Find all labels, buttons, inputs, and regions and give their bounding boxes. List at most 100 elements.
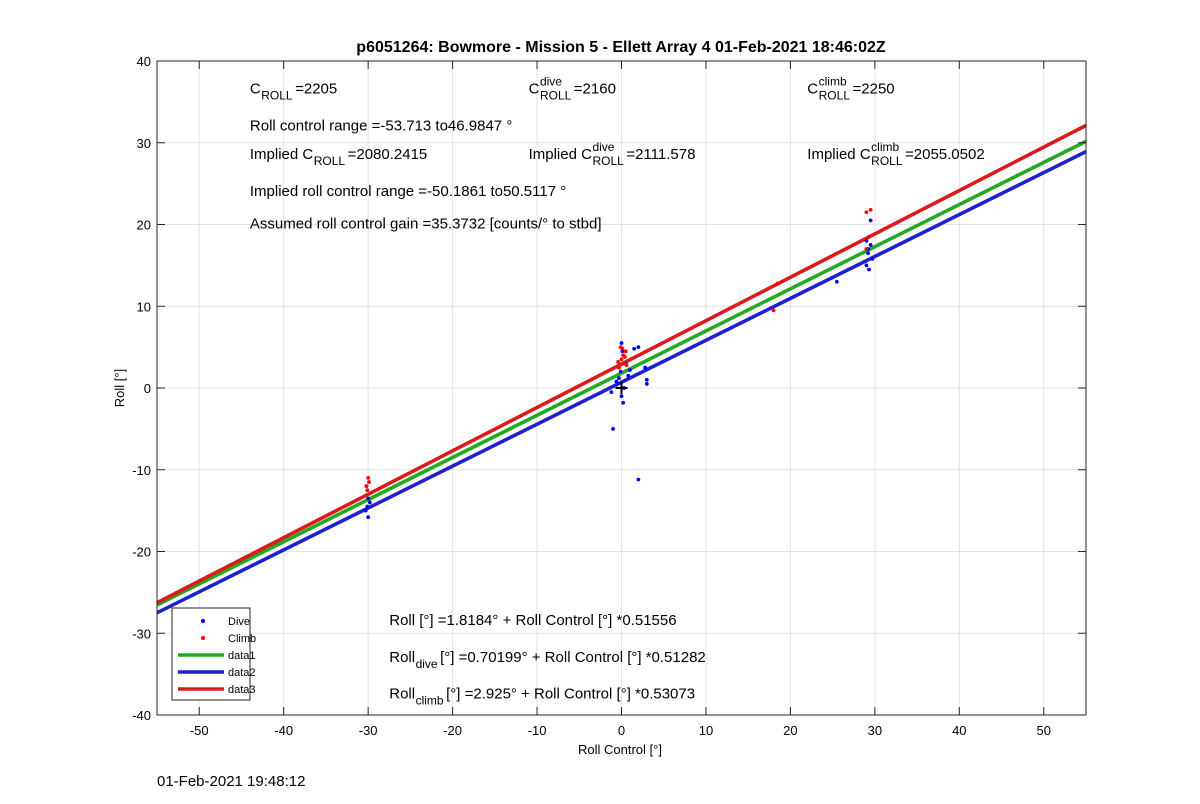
annotation-text-tail: =2160 (574, 81, 616, 98)
point-dive (363, 508, 368, 513)
tick-labels: -50 -40 -30 -20 -10 0 10 20 30 40 50 -40 -30 -20 -10 0 1… (132, 54, 1051, 738)
x-tick-label: -10 (528, 723, 547, 738)
annotation-text: C (529, 81, 540, 98)
legend-marker-climb (201, 636, 205, 640)
point-climb (864, 210, 869, 215)
point-dive (609, 390, 614, 394)
annotation-text: C (250, 81, 261, 98)
point-dive (868, 243, 873, 247)
point-climb (620, 346, 625, 351)
point-dive (621, 400, 626, 405)
annotation-text-tail: =2205 (295, 81, 337, 98)
y-tick-label: 0 (144, 381, 151, 396)
annotation-subscript: ROLL (871, 154, 903, 168)
point-climb (864, 247, 869, 251)
annotation-text: Roll [°] =1.8184° + Roll Control [°] *0.… (389, 612, 676, 629)
x-tick-label: -20 (443, 723, 462, 738)
annotation-subscript: ROLL (314, 154, 346, 168)
point-climb (867, 234, 871, 239)
annotation-text: Implied C (529, 146, 593, 163)
legend-label: Dive (228, 616, 250, 628)
x-tick-label: -30 (359, 723, 378, 738)
annotation-text-tail: =2080.2415 (348, 146, 428, 163)
point-climb (619, 357, 624, 362)
annotation-text: Roll control range =-53.713 to46.9847 ° (250, 117, 512, 134)
x-tick-label: 20 (783, 723, 797, 738)
annotation-subscript: ROLL (819, 89, 851, 103)
annotation-text: Assumed roll control gain =35.3732 [coun… (250, 216, 602, 233)
annotation-text-tail: =2250 (853, 81, 895, 98)
annotation-subscript: dive (416, 657, 438, 671)
y-tick-label: -10 (132, 463, 151, 478)
point-dive (636, 345, 641, 350)
point-dive (864, 238, 869, 243)
point-climb (622, 355, 627, 359)
point-dive (834, 279, 839, 284)
annotation-text: Roll (389, 686, 415, 703)
point-climb (617, 365, 621, 370)
point-dive (870, 256, 875, 261)
point-dive (626, 373, 631, 378)
point-dive (617, 376, 621, 381)
legend: Dive Climb data1 data2 data3 (171, 607, 256, 701)
point-dive (868, 218, 873, 223)
annotation-text-tail: [°] =2.925° + Roll Control [°] *0.53073 (446, 686, 695, 703)
point-dive (867, 267, 871, 272)
x-tick-label: 0 (618, 723, 625, 738)
annotation-superscript: dive (592, 140, 614, 154)
annotation-subscript: ROLL (592, 154, 624, 168)
annotation-text: Roll (389, 649, 415, 666)
x-tick-label: 50 (1037, 723, 1051, 738)
axes-frame (156, 60, 1087, 716)
point-dive (366, 515, 371, 520)
annotation-text: C (807, 81, 818, 98)
y-tick-label: 30 (137, 136, 151, 151)
annotation-text: Implied C (250, 146, 314, 163)
point-dive (618, 369, 623, 374)
annotation-text-tail: [°] =0.70199° + Roll Control [°] *0.5128… (440, 649, 706, 666)
point-dive (619, 341, 624, 345)
point-climb (366, 476, 371, 480)
point-climb (868, 207, 873, 212)
annotation-text-tail: =2111.578 (626, 146, 695, 163)
point-climb (624, 363, 629, 368)
point-climb (623, 349, 628, 354)
point-climb (775, 281, 780, 286)
legend-label: Climb (228, 633, 256, 645)
point-dive (614, 379, 619, 384)
annotation-superscript: climb (819, 75, 847, 89)
point-climb (365, 488, 370, 493)
annotation-text-tail: =2055.0502 (905, 146, 985, 163)
point-climb (771, 308, 776, 313)
point-dive (644, 382, 649, 386)
point-dive (643, 365, 648, 370)
annotation-superscript: climb (871, 140, 899, 154)
point-dive (628, 368, 632, 372)
point-dive (365, 504, 370, 509)
point-dive (636, 477, 641, 482)
point-dive (866, 251, 871, 256)
x-tick-label: -40 (274, 723, 293, 738)
x-tick-label: 30 (868, 723, 882, 738)
point-dive (611, 426, 615, 431)
annotation-text: Implied C (807, 146, 871, 163)
annotation-text: Implied roll control range =-50.1861 to5… (250, 183, 566, 200)
annotation-subscript: ROLL (261, 89, 293, 103)
point-climb (364, 484, 369, 488)
annotation-subscript: ROLL (540, 89, 572, 103)
y-tick-label: 40 (137, 54, 151, 69)
point-dive (366, 496, 371, 501)
y-tick-label: -30 (132, 626, 151, 641)
legend-label: data3 (228, 684, 256, 696)
legend-marker-dive (201, 619, 205, 623)
annotation-superscript: dive (540, 75, 562, 89)
data-points (363, 207, 875, 520)
print-timestamp: 01-Feb-2021 19:48:12 (157, 773, 306, 790)
x-tick-label: 40 (952, 723, 966, 738)
y-tick-label: 10 (137, 299, 151, 314)
y-tick-label: -20 (132, 545, 151, 560)
fit-line-data3 (156, 123, 1087, 605)
point-dive (619, 394, 624, 399)
point-dive (864, 263, 869, 268)
